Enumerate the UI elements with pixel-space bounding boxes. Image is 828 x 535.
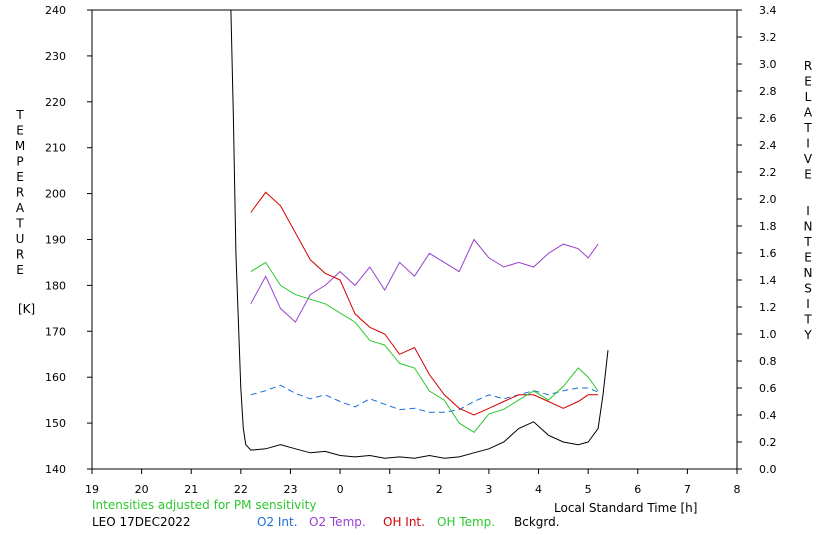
right-axis-letter: E	[804, 168, 812, 182]
x-axis: 19 20 21 22 23 0 1 2 3 4 5 6 7 8	[85, 469, 741, 496]
series-line-bckgrd	[230, 9, 609, 459]
right-tick-label: 0.6	[759, 382, 777, 395]
x-tick-label: 20	[135, 483, 149, 496]
right-tick-label: 2.2	[759, 166, 777, 179]
right-tick-label: 0.8	[759, 355, 777, 368]
right-tick-label: 2.0	[759, 193, 777, 206]
x-tick-label: 3	[485, 483, 492, 496]
right-axis-letter: I	[806, 204, 810, 218]
left-axis-letter: M	[15, 139, 25, 153]
right-axis-letter: I	[806, 297, 810, 311]
left-axis-letter: E	[16, 170, 24, 184]
right-axis-letter: T	[803, 235, 812, 249]
legend-entry: Bckgrd.	[514, 515, 560, 529]
x-tick-label: 5	[585, 483, 592, 496]
right-axis-letter: N	[804, 220, 813, 234]
left-axis-letter: T	[15, 108, 24, 122]
left-tick-label: 230	[45, 50, 66, 63]
x-tick-label: 19	[85, 483, 99, 496]
right-tick-label: 0.2	[759, 436, 777, 449]
right-tick-label: 3.0	[759, 58, 777, 71]
right-axis-letter: L	[805, 90, 812, 104]
series-line-o2-temp	[250, 238, 599, 323]
right-axis: 0.0 0.2 0.4 0.6 0.8 1.0 1.2 1.4 1.6 1.8 2.0 2.2 2.4 2…	[737, 4, 777, 476]
right-axis-letter: I	[806, 137, 810, 151]
left-axis-letter: A	[16, 201, 25, 215]
left-tick-label: 150	[45, 417, 66, 430]
left-tick-label: 240	[45, 4, 66, 17]
legend-entry: OH Int.	[383, 515, 425, 529]
x-tick-label: 2	[436, 483, 443, 496]
right-axis-letter: S	[804, 282, 812, 296]
left-tick-label: 220	[45, 96, 66, 109]
station-date-label: LEO 17DEC2022	[92, 515, 191, 529]
left-axis-letter: P	[16, 155, 23, 169]
right-axis-letter: E	[804, 251, 812, 265]
left-tick-label: 180	[45, 279, 66, 292]
right-axis-letter: T	[803, 121, 812, 135]
right-axis-letter: N	[804, 266, 813, 280]
legend-entry: O2 Temp.	[309, 515, 366, 529]
right-tick-label: 2.4	[759, 139, 777, 152]
right-axis-letter: V	[804, 152, 813, 166]
left-axis: 140 150 160 170 180 190 200 210 220 230 240	[45, 4, 92, 476]
left-axis-letter: U	[16, 232, 25, 246]
right-axis-letter: E	[804, 75, 812, 89]
left-tick-label: 210	[45, 142, 66, 155]
left-axis-unit: [K]	[18, 302, 35, 316]
right-tick-label: 0.0	[759, 463, 777, 476]
left-axis-letter: E	[16, 263, 24, 277]
right-tick-label: 3.2	[759, 31, 777, 44]
x-tick-label: 23	[283, 483, 297, 496]
sensitivity-note: Intensities adjusted for PM sensitivity	[92, 498, 316, 512]
x-tick-label: 7	[684, 483, 691, 496]
x-tick-label: 6	[634, 483, 641, 496]
right-tick-label: 1.6	[759, 247, 777, 260]
right-tick-label: 3.4	[759, 4, 777, 17]
right-axis-letter: R	[804, 59, 812, 73]
x-axis-label: Local Standard Time [h]	[554, 501, 697, 515]
series-line-o2-int	[250, 384, 599, 413]
right-tick-label: 1.0	[759, 328, 777, 341]
legend-entry: OH Temp.	[437, 515, 495, 529]
right-tick-label: 1.8	[759, 220, 777, 233]
series-layer	[230, 9, 609, 459]
left-tick-label: 200	[45, 188, 66, 201]
left-tick-label: 190	[45, 234, 66, 247]
right-tick-label: 0.4	[759, 409, 777, 422]
right-axis-letter: T	[803, 313, 812, 327]
x-tick-label: 4	[535, 483, 542, 496]
right-tick-label: 2.8	[759, 85, 777, 98]
right-tick-label: 1.4	[759, 274, 777, 287]
left-tick-label: 140	[45, 463, 66, 476]
right-tick-label: 1.2	[759, 301, 777, 314]
left-axis-letter: R	[16, 186, 24, 200]
left-axis-letter: T	[15, 217, 24, 231]
right-axis-letter: A	[804, 106, 813, 120]
x-tick-label: 22	[234, 483, 248, 496]
series-line-oh-temp	[250, 261, 599, 433]
left-axis-letter: R	[16, 248, 24, 262]
left-tick-label: 170	[45, 325, 66, 338]
left-axis-letter: E	[16, 124, 24, 138]
legend: O2 Int. O2 Temp. OH Int. OH Temp. Bckgrd.	[257, 515, 560, 529]
right-tick-label: 2.6	[759, 112, 777, 125]
x-tick-label: 8	[734, 483, 741, 496]
left-tick-label: 160	[45, 371, 66, 384]
x-tick-label: 21	[184, 483, 198, 496]
series-line-oh-int	[250, 191, 599, 416]
right-axis-letter: Y	[803, 328, 812, 342]
x-tick-label: 0	[337, 483, 344, 496]
legend-entry: O2 Int.	[257, 515, 298, 529]
x-tick-label: 1	[386, 483, 393, 496]
